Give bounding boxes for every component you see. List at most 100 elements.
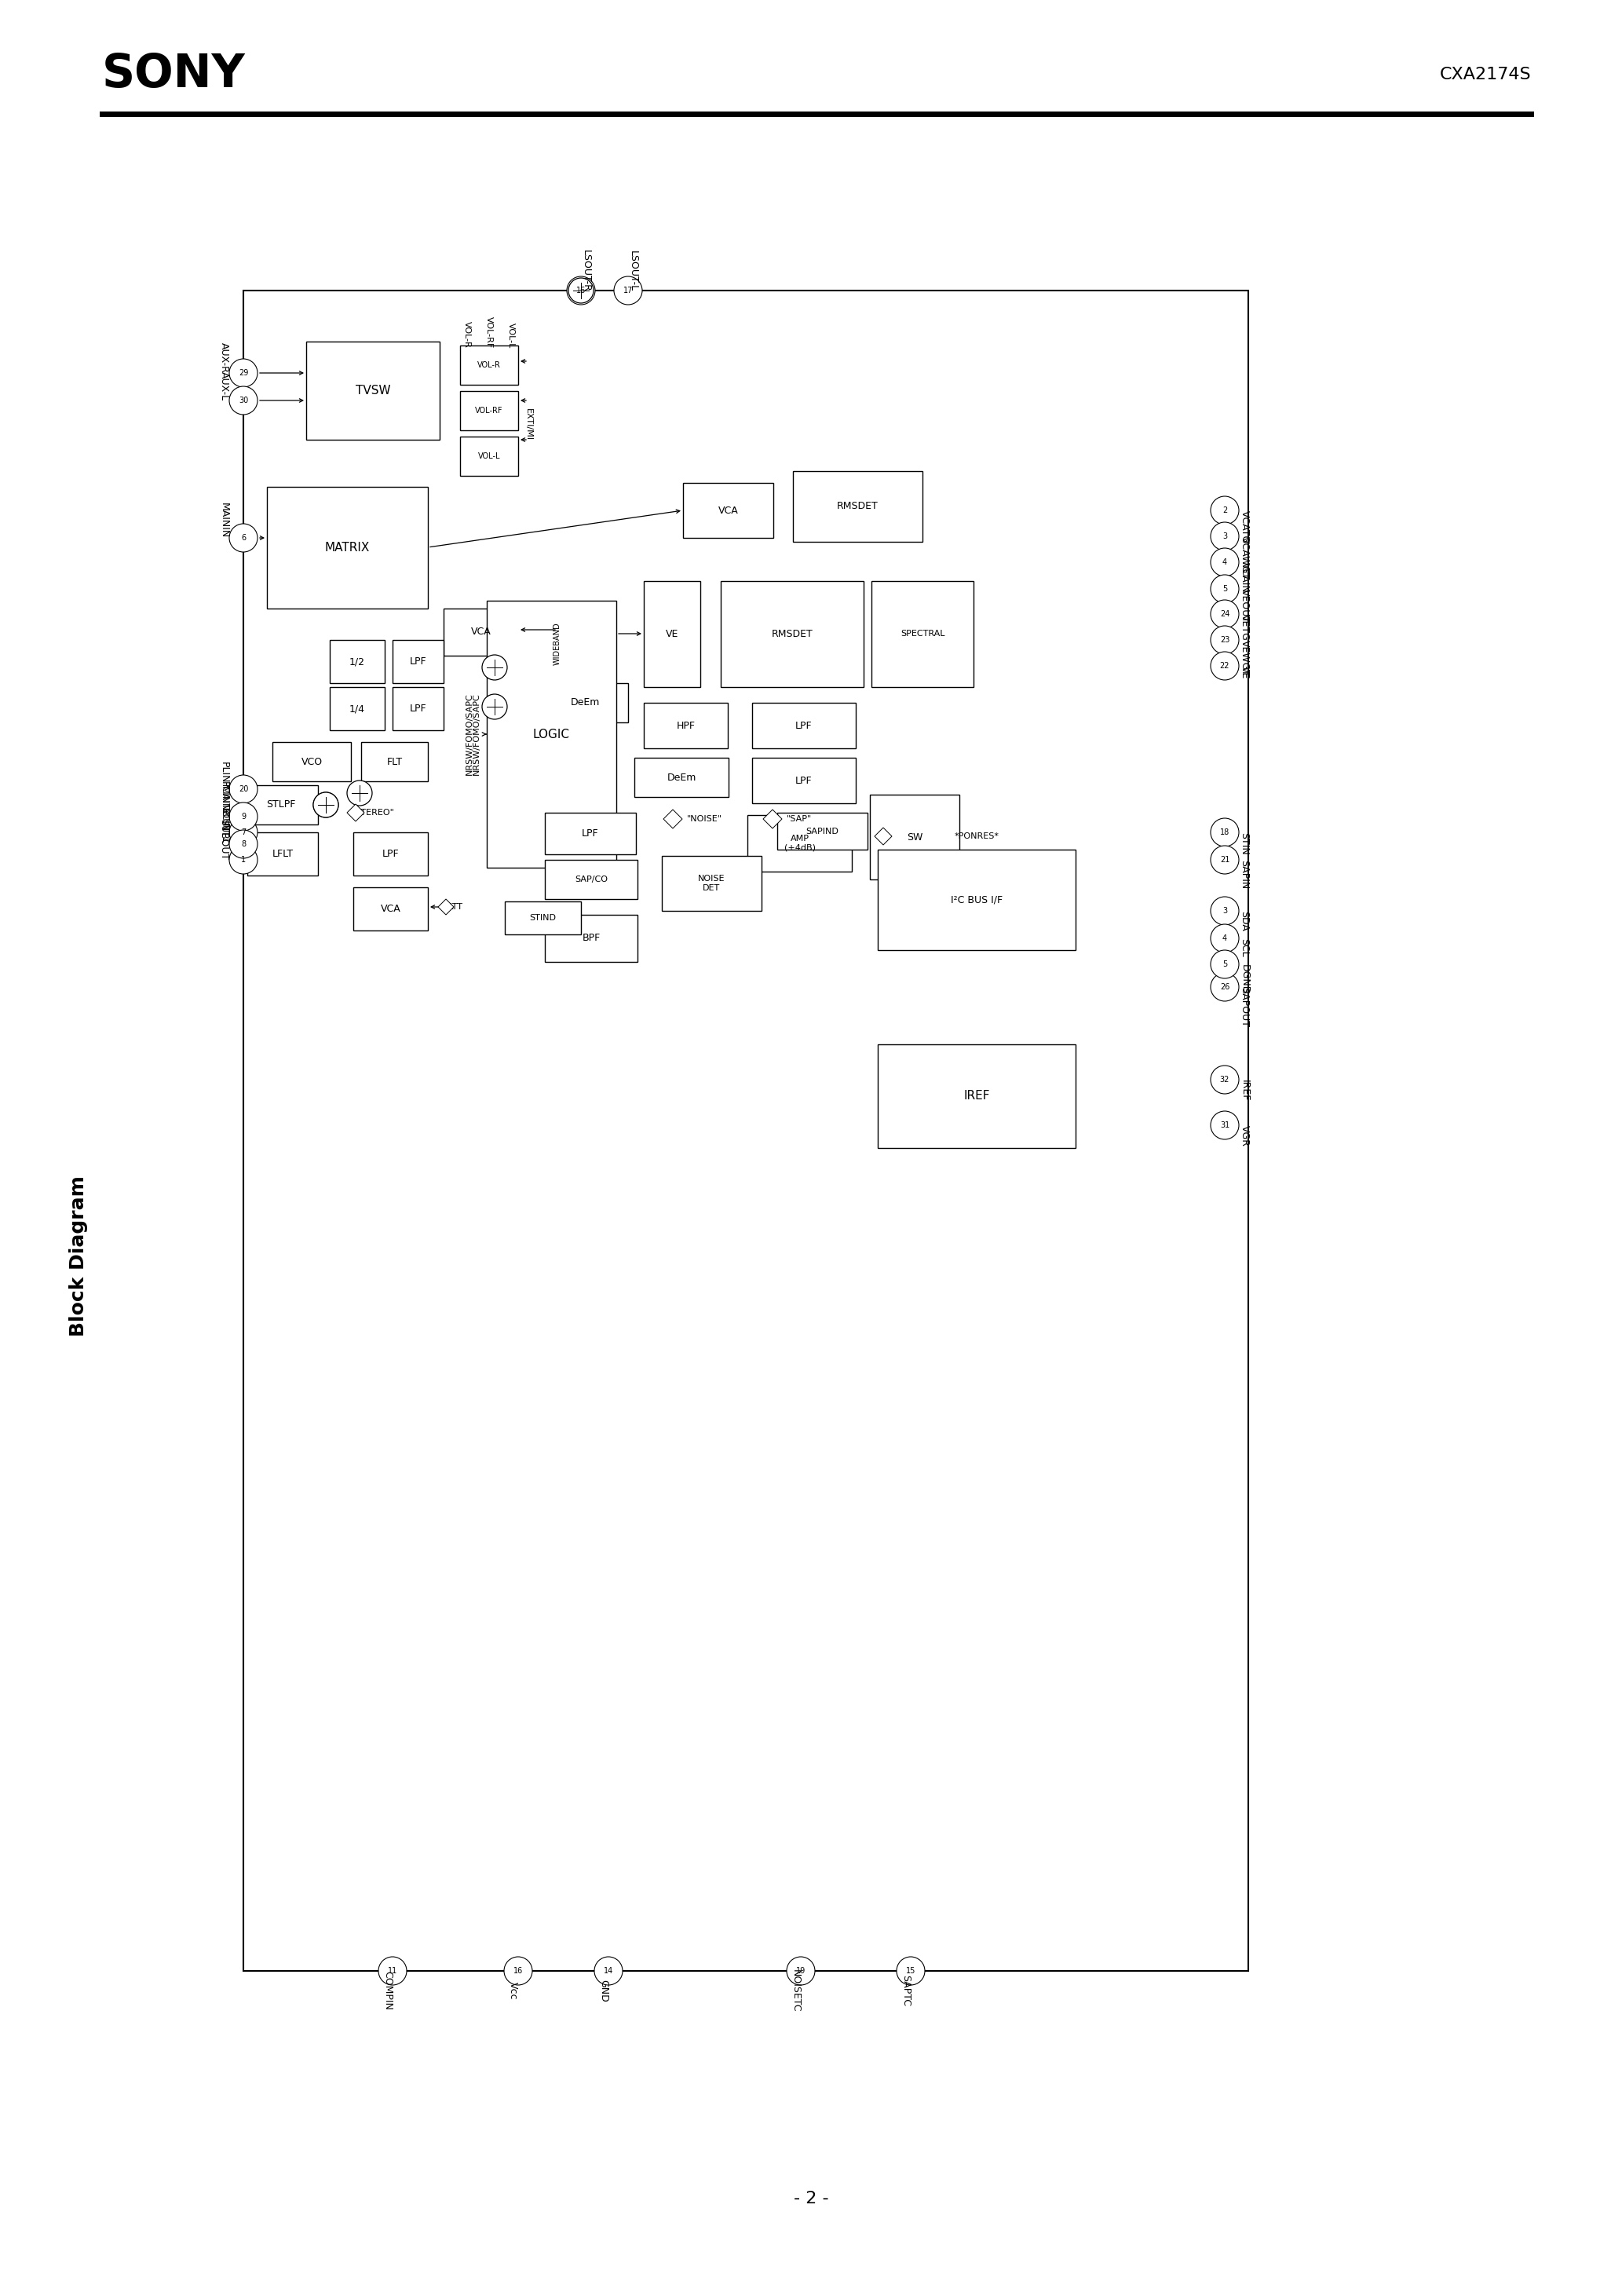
- Text: PCINT2: PCINT2: [219, 781, 229, 817]
- Text: COMPIN: COMPIN: [383, 1970, 393, 2009]
- Bar: [354, 833, 428, 875]
- Text: "STEREO": "STEREO": [352, 808, 394, 817]
- Text: "NOISE": "NOISE": [688, 815, 722, 822]
- Text: 1/4: 1/4: [349, 703, 365, 714]
- Bar: [545, 813, 636, 854]
- Text: MAININ: MAININ: [219, 503, 229, 537]
- Circle shape: [1210, 496, 1239, 523]
- Bar: [504, 902, 581, 934]
- Text: PCINT1: PCINT1: [219, 808, 229, 845]
- Text: PLINT: PLINT: [219, 762, 229, 790]
- Text: VOL-L: VOL-L: [508, 321, 516, 349]
- Text: MATRIX: MATRIX: [324, 542, 370, 553]
- Text: SAPIN: SAPIN: [1239, 859, 1249, 889]
- Bar: [354, 886, 428, 930]
- Text: VCA: VCA: [381, 905, 401, 914]
- Bar: [443, 608, 517, 657]
- Text: 15: 15: [905, 1968, 915, 1975]
- Text: VETG: VETG: [1239, 613, 1249, 641]
- Text: 4: 4: [1223, 934, 1228, 941]
- Text: NRSW/FOMO/SAPC: NRSW/FOMO/SAPC: [466, 693, 474, 776]
- Text: 11: 11: [388, 1968, 397, 1975]
- Bar: [878, 1045, 1075, 1148]
- Circle shape: [1210, 549, 1239, 576]
- Bar: [329, 641, 384, 684]
- Text: VCATG: VCATG: [1239, 510, 1249, 544]
- Text: 26: 26: [1220, 983, 1229, 992]
- Text: Vcc: Vcc: [508, 1981, 517, 2000]
- Bar: [545, 859, 637, 900]
- Text: 1: 1: [242, 856, 247, 863]
- Text: VE: VE: [665, 629, 678, 638]
- Bar: [542, 684, 628, 723]
- Bar: [272, 742, 350, 781]
- Text: AUX-R: AUX-R: [219, 342, 229, 372]
- Bar: [793, 471, 923, 542]
- Bar: [393, 641, 443, 684]
- Polygon shape: [874, 827, 892, 845]
- Text: LSOUT-L: LSOUT-L: [628, 250, 639, 292]
- Text: VCAIN: VCAIN: [1239, 563, 1249, 592]
- Bar: [753, 758, 856, 804]
- Text: SPECTRAL: SPECTRAL: [900, 629, 944, 638]
- Circle shape: [229, 776, 258, 804]
- Text: SCL: SCL: [1239, 939, 1249, 957]
- Text: WIDEBAND: WIDEBAND: [553, 622, 561, 666]
- Text: LOGIC: LOGIC: [534, 728, 569, 739]
- Bar: [243, 292, 1249, 1970]
- Text: RMSDET: RMSDET: [837, 501, 879, 512]
- Text: LPF: LPF: [410, 703, 427, 714]
- Text: 5: 5: [1223, 585, 1228, 592]
- Bar: [683, 482, 774, 537]
- Circle shape: [594, 1956, 623, 1986]
- Circle shape: [313, 792, 339, 817]
- Bar: [644, 581, 701, 687]
- Text: 2: 2: [1223, 507, 1228, 514]
- Text: 5: 5: [1223, 960, 1228, 969]
- Text: VGR: VGR: [1239, 1125, 1249, 1146]
- Bar: [634, 758, 728, 797]
- Text: 4: 4: [1223, 558, 1228, 567]
- Text: 17: 17: [623, 287, 633, 294]
- Bar: [487, 602, 616, 868]
- Text: LSOUT-R: LSOUT-R: [581, 250, 590, 292]
- Text: 7: 7: [242, 829, 247, 836]
- Text: TVSW: TVSW: [355, 386, 391, 397]
- Text: LPF: LPF: [582, 829, 599, 838]
- Circle shape: [229, 804, 258, 831]
- Text: SAP/CO: SAP/CO: [574, 875, 608, 884]
- Bar: [878, 850, 1075, 951]
- Text: VOL-R: VOL-R: [477, 360, 501, 370]
- Circle shape: [1210, 845, 1239, 875]
- Bar: [329, 687, 384, 730]
- Text: STLPF: STLPF: [266, 799, 295, 810]
- Circle shape: [378, 1956, 407, 1986]
- Circle shape: [347, 781, 371, 806]
- Text: MAINOUT: MAINOUT: [219, 785, 229, 833]
- Text: SDA: SDA: [1239, 912, 1249, 932]
- Text: 16: 16: [576, 287, 586, 294]
- Bar: [720, 581, 863, 687]
- Text: VOL-RF: VOL-RF: [485, 317, 493, 349]
- Circle shape: [787, 1956, 814, 1986]
- Text: 22: 22: [1220, 661, 1229, 670]
- Text: GND: GND: [599, 1979, 608, 2002]
- Text: VOL-RF: VOL-RF: [475, 406, 503, 416]
- Text: SAPOUT: SAPOUT: [1239, 987, 1249, 1026]
- Text: LPF: LPF: [383, 850, 399, 859]
- Text: IREF: IREF: [1239, 1079, 1249, 1102]
- Circle shape: [1210, 574, 1239, 604]
- Text: SW: SW: [907, 831, 923, 843]
- Text: SONY: SONY: [102, 53, 245, 96]
- Text: SUBOUT: SUBOUT: [219, 820, 229, 859]
- Text: AUX-L: AUX-L: [219, 372, 229, 400]
- Text: I²C BUS I/F: I²C BUS I/F: [950, 895, 1002, 905]
- Bar: [644, 703, 728, 748]
- Text: 16: 16: [513, 1968, 522, 1975]
- Text: VEOUT: VEOUT: [1239, 588, 1249, 622]
- Circle shape: [229, 845, 258, 875]
- Text: 32: 32: [1220, 1077, 1229, 1084]
- Polygon shape: [762, 810, 782, 829]
- Circle shape: [1210, 599, 1239, 629]
- Circle shape: [1210, 1111, 1239, 1139]
